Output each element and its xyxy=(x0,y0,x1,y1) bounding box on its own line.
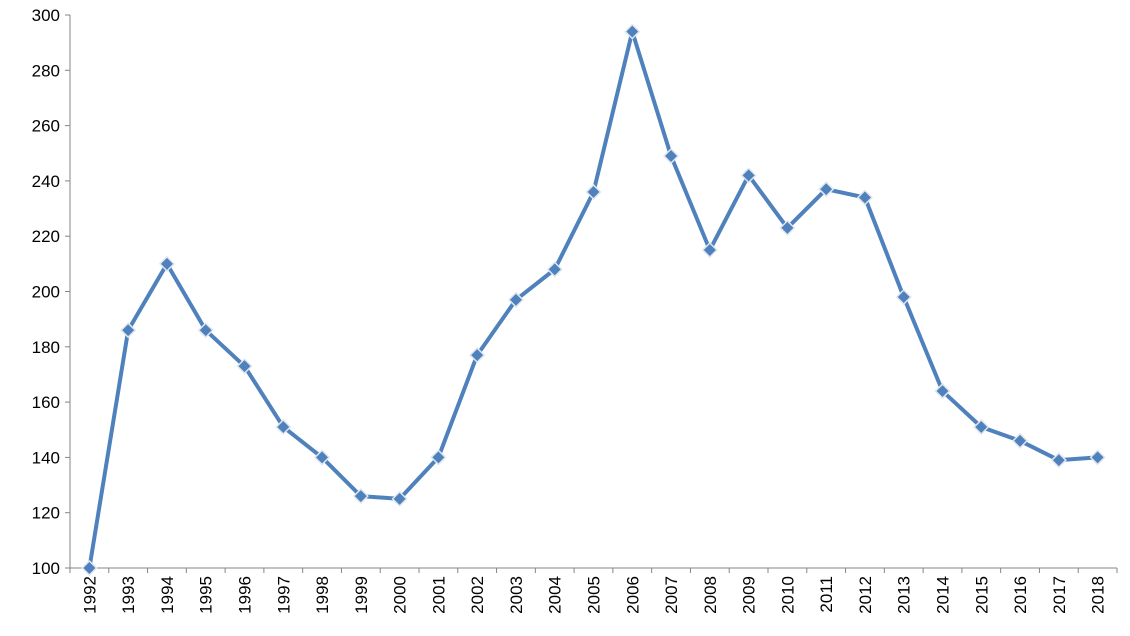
marker xyxy=(1089,449,1106,466)
marker xyxy=(973,418,990,436)
x-tick-label: 1995 xyxy=(197,576,216,614)
marker xyxy=(197,322,214,339)
y-tick-label: 200 xyxy=(32,283,60,302)
x-tick-label: 1996 xyxy=(236,576,255,614)
y-tick-label: 100 xyxy=(32,559,60,578)
x-tick-label: 2009 xyxy=(740,576,759,614)
x-tick-label: 2004 xyxy=(546,576,565,614)
x-tick-label: 2012 xyxy=(856,576,875,614)
x-tick-label: 1992 xyxy=(80,576,99,614)
marker xyxy=(624,23,641,40)
marker xyxy=(1011,432,1029,449)
marker xyxy=(507,291,525,308)
marker xyxy=(430,449,447,466)
x-tick-label: 2005 xyxy=(585,576,604,614)
marker xyxy=(313,449,331,466)
marker xyxy=(895,288,912,306)
line xyxy=(87,29,1098,569)
y-tick-label: 240 xyxy=(32,172,60,191)
marker xyxy=(934,382,951,400)
marker xyxy=(546,261,563,278)
y-tick-label: 140 xyxy=(32,448,60,467)
marker xyxy=(856,189,874,206)
x-tick-label: 1998 xyxy=(313,576,332,614)
x-tick-label: 2014 xyxy=(934,576,953,614)
marker xyxy=(236,358,253,375)
x-tick-label: 1997 xyxy=(274,576,293,614)
x-tick-label: 2010 xyxy=(778,576,797,614)
marker xyxy=(701,241,718,259)
x-tick-label: 2001 xyxy=(429,576,448,614)
x-tick-label: 1999 xyxy=(352,576,371,614)
x-tick-label: 2017 xyxy=(1050,576,1069,614)
y-tick-label: 300 xyxy=(32,6,60,25)
marker xyxy=(352,488,369,505)
marker xyxy=(469,347,486,364)
marker xyxy=(740,167,757,184)
x-tick-label: 2006 xyxy=(623,576,642,614)
x-tick-label: 2011 xyxy=(817,576,836,613)
marker xyxy=(585,183,602,201)
marker xyxy=(779,219,796,236)
y-tick-label: 280 xyxy=(32,61,60,80)
x-tick-label: 2000 xyxy=(391,576,410,614)
marker xyxy=(120,322,137,339)
x-tick-label: 2016 xyxy=(1011,576,1030,614)
marker xyxy=(81,559,98,577)
x-tick-label: 2002 xyxy=(468,576,487,614)
marker xyxy=(391,490,408,507)
y-tick-label: 260 xyxy=(32,117,60,136)
x-tick-label: 2008 xyxy=(701,576,720,614)
x-tick-label: 2015 xyxy=(972,576,991,614)
x-tick-label: 2003 xyxy=(507,576,526,614)
y-tick-label: 160 xyxy=(32,393,60,412)
x-tick-label: 1994 xyxy=(158,576,177,614)
x-tick-label: 2013 xyxy=(895,576,914,614)
marker xyxy=(818,181,835,198)
x-tick-label: 1993 xyxy=(119,576,138,614)
marker xyxy=(662,147,680,165)
marker xyxy=(158,255,176,272)
marker xyxy=(1050,452,1067,469)
x-tick-label: 2007 xyxy=(662,576,681,614)
marker xyxy=(275,418,292,436)
y-tick-label: 220 xyxy=(32,227,60,246)
y-tick-label: 180 xyxy=(32,338,60,357)
y-tick-label: 120 xyxy=(32,504,60,523)
x-tick-label: 2018 xyxy=(1089,576,1108,614)
